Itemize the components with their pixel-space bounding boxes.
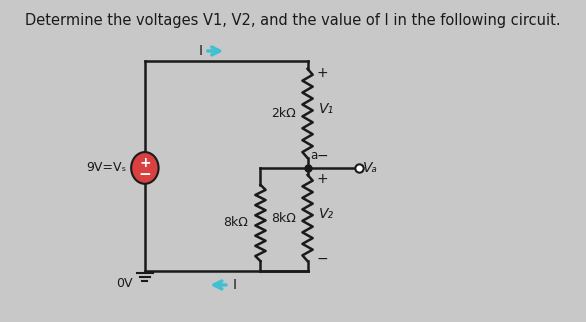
Text: 9V=Vₛ: 9V=Vₛ — [86, 161, 126, 175]
Text: 2kΩ: 2kΩ — [271, 107, 295, 120]
Text: V₁: V₁ — [319, 102, 334, 117]
Text: 8kΩ: 8kΩ — [224, 216, 248, 230]
Text: I: I — [198, 44, 202, 58]
Text: +: + — [139, 156, 151, 170]
Text: a: a — [310, 149, 318, 162]
Text: Vₐ: Vₐ — [363, 161, 378, 175]
Text: Determine the voltages V1, V2, and the value of I in the following circuit.: Determine the voltages V1, V2, and the v… — [25, 13, 561, 28]
Text: −: − — [316, 149, 328, 163]
Text: +: + — [316, 66, 328, 80]
Text: 0V: 0V — [117, 277, 133, 290]
Text: 8kΩ: 8kΩ — [271, 212, 295, 224]
Circle shape — [131, 152, 159, 184]
Text: −: − — [316, 252, 328, 266]
Text: +: + — [316, 172, 328, 186]
Text: −: − — [138, 167, 151, 182]
Text: V₂: V₂ — [319, 207, 334, 221]
Text: I: I — [233, 278, 237, 292]
